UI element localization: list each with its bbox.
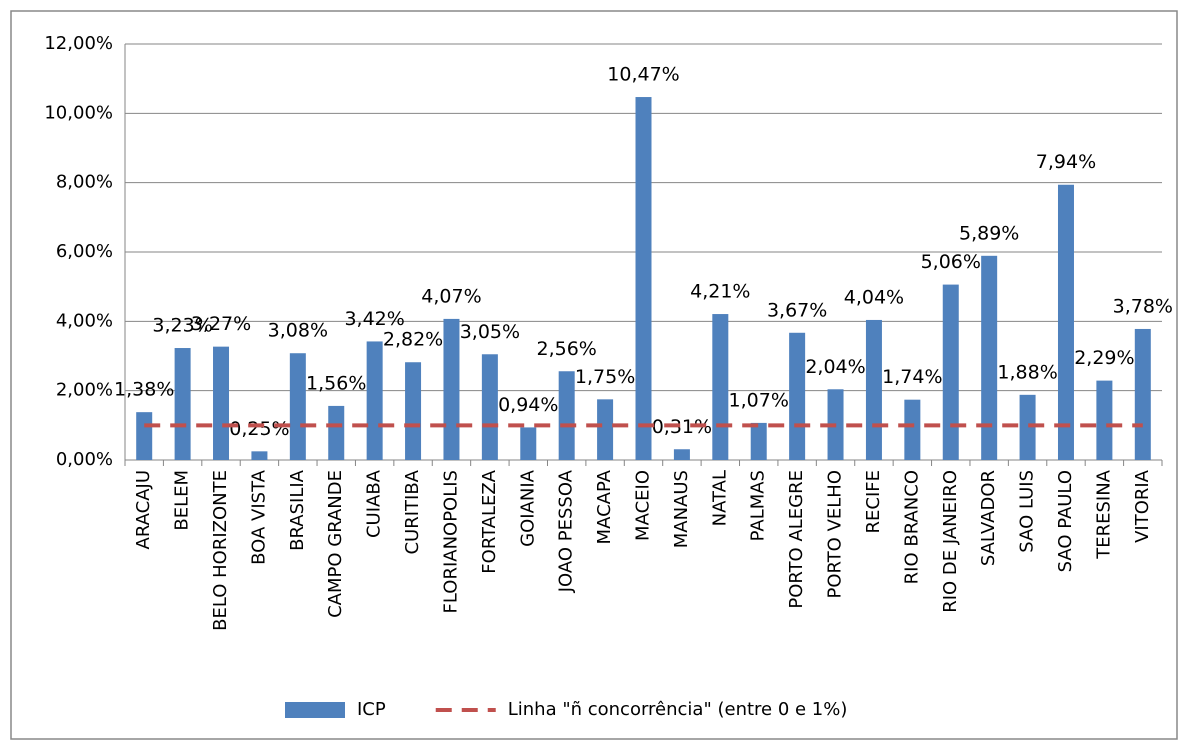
value-label: 1,38% (114, 379, 174, 401)
value-label: 5,89% (959, 222, 1019, 244)
y-tick-label: 12,00% (44, 33, 113, 54)
value-label: 2,82% (383, 329, 443, 351)
value-label: 4,07% (421, 285, 481, 307)
bar (789, 332, 806, 460)
bar (443, 318, 460, 460)
x-tick-label: FORTALEZA (479, 469, 500, 573)
bar (289, 353, 306, 460)
x-tick-label: BELEM (172, 470, 193, 531)
bar (981, 255, 998, 460)
x-tick-label: PORTO VELHO (825, 470, 846, 599)
bar (328, 405, 345, 460)
x-tick-label: MACAPA (594, 469, 615, 544)
bar (750, 422, 767, 460)
bar (1134, 328, 1151, 460)
value-label: 3,42% (344, 308, 404, 330)
x-tick-label: PORTO ALEGRE (786, 470, 807, 609)
value-label: 10,47% (607, 64, 679, 86)
value-label: 4,21% (690, 281, 750, 303)
bar (213, 346, 230, 460)
value-label: 1,75% (575, 366, 635, 388)
y-tick-label: 2,00% (56, 380, 113, 401)
value-label: 5,06% (921, 251, 981, 273)
x-tick-label: RIO DE JANEIRO (940, 470, 961, 613)
x-tick-label: TERESINA (1093, 469, 1114, 559)
value-label: 7,94% (1036, 151, 1096, 173)
x-tick-label: PALMAS (748, 470, 769, 541)
value-label: 1,74% (882, 366, 942, 388)
value-label: 0,25% (229, 418, 289, 440)
x-tick-label: FLORIANOPOLIS (440, 470, 461, 613)
bar (635, 97, 652, 460)
x-tick-label: BELO HORIZONTE (210, 470, 231, 631)
legend-swatch (285, 702, 345, 718)
x-tick-label: JOAO PESSOA (556, 469, 577, 593)
bar (481, 354, 498, 460)
value-label: 0,94% (498, 394, 558, 416)
value-label: 3,08% (268, 320, 328, 342)
value-label: 2,04% (805, 356, 865, 378)
value-label: 3,78% (1113, 295, 1173, 317)
value-label: 2,56% (537, 338, 597, 360)
y-tick-label: 8,00% (56, 172, 113, 193)
x-tick-label: ARACAJU (133, 470, 154, 549)
bar (1019, 394, 1036, 460)
value-label: 1,07% (729, 389, 789, 411)
value-label: 1,88% (997, 361, 1057, 383)
bar (174, 348, 191, 460)
bar (673, 449, 690, 460)
x-tick-label: BOA VISTA (248, 469, 269, 565)
value-label: 4,04% (844, 286, 904, 308)
x-tick-label: BRASILIA (287, 469, 308, 551)
y-tick-label: 0,00% (56, 449, 113, 470)
value-label: 3,23% (152, 315, 212, 337)
value-label: 0,31% (652, 416, 712, 438)
x-tick-label: MACEIO (633, 470, 654, 541)
bar (251, 451, 268, 460)
bar (942, 284, 959, 460)
x-tick-label: RECIFE (863, 470, 884, 533)
x-tick-label: CUIABA (364, 469, 385, 538)
x-tick-label: MANAUS (671, 470, 692, 548)
x-tick-label: SAO LUIS (1017, 470, 1038, 553)
bar (136, 412, 153, 460)
bar (865, 319, 882, 460)
x-tick-label: VITORIA (1132, 469, 1153, 543)
bar (597, 399, 614, 460)
legend-label: Linha "ñ concorrência" (entre 0 e 1%) (508, 699, 848, 720)
x-tick-label: SALVADOR (978, 470, 999, 566)
bar (558, 371, 575, 460)
value-label: 1,56% (306, 372, 366, 394)
bar (904, 399, 921, 460)
bar (712, 314, 729, 460)
y-tick-label: 6,00% (56, 241, 113, 262)
x-tick-label: RIO BRANCO (901, 470, 922, 584)
bar (366, 341, 383, 460)
value-label: 3,67% (767, 299, 827, 321)
bar (405, 362, 422, 460)
bar (1057, 184, 1074, 460)
bar (1096, 380, 1113, 460)
x-tick-label: NATAL (709, 470, 730, 526)
value-label: 3,27% (191, 313, 251, 335)
legend-label: ICP (357, 699, 386, 720)
x-tick-label: CAMPO GRANDE (325, 470, 346, 618)
bar (520, 427, 537, 460)
value-label: 3,05% (460, 321, 520, 343)
x-tick-label: GOIANIA (517, 469, 538, 547)
value-label: 2,29% (1074, 347, 1134, 369)
y-tick-label: 4,00% (56, 310, 113, 331)
y-tick-label: 10,00% (44, 102, 113, 123)
x-tick-label: SAO PAULO (1055, 470, 1076, 572)
x-tick-label: CURITIBA (402, 469, 423, 554)
